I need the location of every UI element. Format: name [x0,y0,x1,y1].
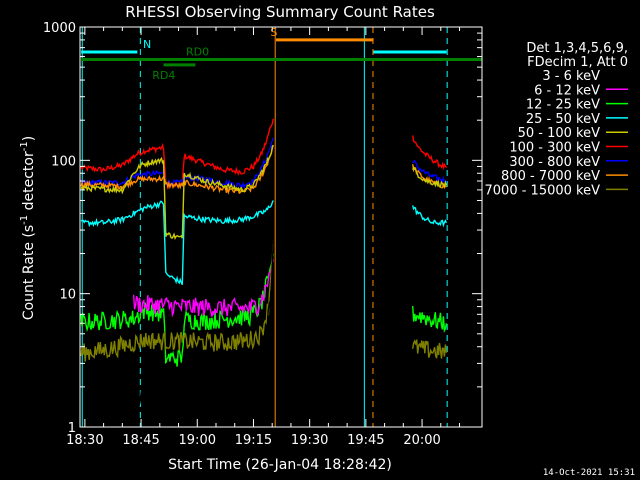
legend-entry-label: 50 - 100 keV [518,126,601,141]
legend: Det 1,3,4,5,6,9, FDecim 1, Att 0 3 - 6 k… [485,41,628,198]
series-line [80,253,274,367]
legend-header-line: Det 1,3,4,5,6,9, [526,41,628,56]
x-tick-label: 19:15 [235,433,272,448]
axes-frame [79,26,483,428]
x-tick-label: 19:45 [347,433,384,448]
series-line [80,137,274,189]
series-line [129,240,274,429]
axis-ticks: 18:30 18:45 19:00 19:15 19:30 19:45 20:00 1 10 10… [43,21,482,448]
y-tick-label: 1000 [43,21,76,36]
series-line [412,135,448,171]
state-bar-label: RD4 [152,69,175,82]
series-line [80,144,274,241]
series-line [412,339,448,359]
state-bar-label: S [270,26,277,39]
x-tick-label: 18:30 [66,433,103,448]
legend-entry-label: 12 - 25 keV [526,98,600,113]
legend-entry-label: 100 - 300 keV [509,141,600,156]
series-line [132,259,274,318]
y-tick-label: 10 [59,288,76,303]
legend-header-line: FDecim 1, Att 0 [527,55,628,70]
y-tick-label: 1 [68,421,76,436]
legend-entry-label: 25 - 50 keV [526,112,600,127]
legend-entry-label: 3 - 6 keV [542,69,600,84]
plot-border [79,26,483,428]
x-tick-label: 19:30 [291,433,328,448]
x-tick-label: 20:00 [403,433,440,448]
y-axis-label-part: Count Rate (s [21,225,37,320]
y-axis-label-part: detector [21,151,37,215]
x-tick-label: 18:45 [122,433,159,448]
legend-entry-label: 800 - 7000 keV [501,169,600,184]
series-line [412,159,448,185]
y-axis-label-superscript: -1 [19,215,30,225]
state-bar-label: N [143,38,151,51]
legend-entry-label: 7000 - 15000 keV [485,183,601,198]
series-line [80,200,274,285]
legend-entry-label: 300 - 800 keV [509,155,600,170]
legend-entry-label: 6 - 12 keV [534,83,600,98]
y-axis-label: Count Rate (s-1 detector-1) [19,136,37,320]
y-axis-label-superscript: -1 [19,141,30,151]
plot-area: N S RD0 RD4 [80,26,482,429]
footer-timestamp: 14-Oct-2021 15:31 [543,468,635,478]
series-line [80,240,274,362]
x-axis-label: Start Time (26-Jan-04 18:28:42) [168,457,392,473]
y-tick-label: 100 [51,154,76,169]
x-tick-label: 19:00 [179,433,216,448]
series-line [412,205,448,228]
state-bar-label: RD0 [186,46,209,59]
series-line [412,165,448,188]
chart-title: RHESSI Observing Summary Count Rates [125,3,435,21]
series-line [412,305,448,334]
y-axis-label-part: ) [21,136,37,141]
